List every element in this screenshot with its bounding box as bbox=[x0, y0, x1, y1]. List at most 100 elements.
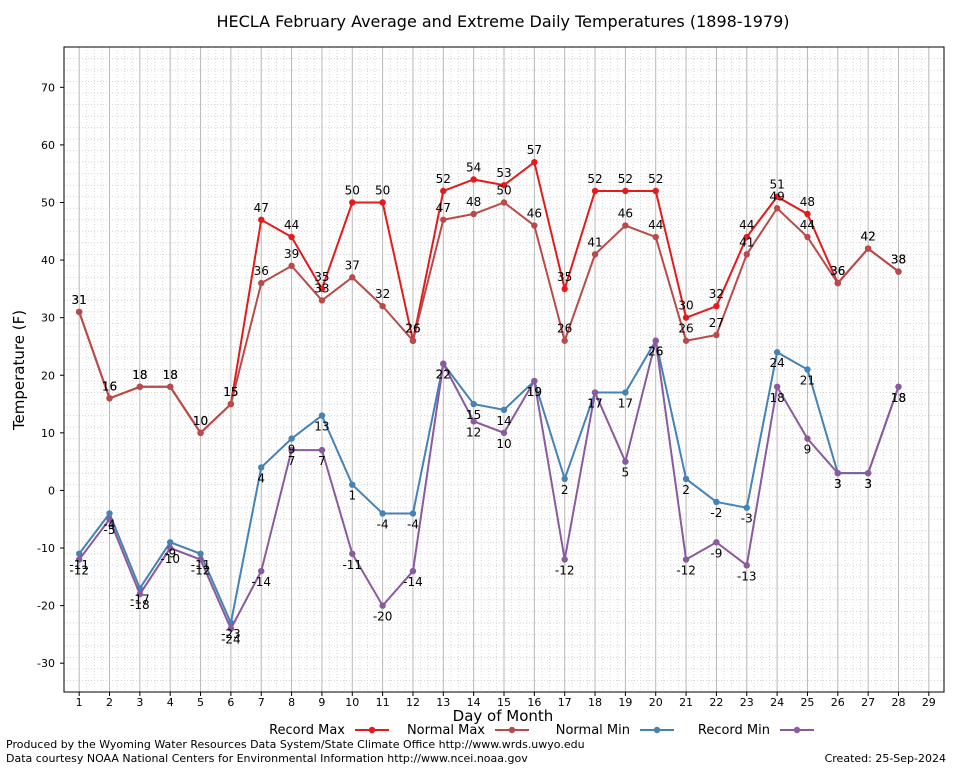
y-tick-label: 0 bbox=[48, 484, 55, 497]
normal-min-line bbox=[78, 337, 900, 627]
normal-min-data-label: 2 bbox=[682, 483, 690, 497]
record-min-data-label: -12 bbox=[555, 564, 575, 578]
record-min-data-label: 7 bbox=[288, 454, 296, 468]
x-tick-label: 23 bbox=[740, 696, 754, 709]
x-tick-label: 6 bbox=[227, 696, 234, 709]
normal-max-data-label: 26 bbox=[405, 322, 420, 336]
record-min-data-label: 3 bbox=[834, 477, 842, 491]
record-max-data-label: 10 bbox=[193, 414, 208, 428]
normal-min-data-label: 24 bbox=[769, 356, 784, 370]
x-tick-label: 26 bbox=[831, 696, 845, 709]
normal-max-point bbox=[349, 274, 356, 281]
normal-max-data-label: 32 bbox=[375, 287, 390, 301]
legend-marker-record-min bbox=[793, 726, 801, 734]
x-tick-label: 25 bbox=[800, 696, 814, 709]
normal-min-point bbox=[773, 349, 781, 356]
record-min-data-label: 7 bbox=[318, 454, 326, 468]
x-tick-label: 19 bbox=[618, 696, 632, 709]
record-min-point bbox=[227, 625, 235, 632]
record-min-point bbox=[500, 429, 508, 437]
record-max-point bbox=[470, 176, 477, 183]
normal-min-point bbox=[106, 510, 113, 517]
record-min-point bbox=[258, 567, 265, 575]
normal-max-data-label: 31 bbox=[72, 293, 87, 307]
record-min-data-label: 19 bbox=[527, 385, 542, 399]
record-min-data-label: -18 bbox=[130, 598, 150, 612]
record-min-point bbox=[531, 377, 538, 385]
normal-max-point bbox=[895, 268, 902, 275]
normal-min-point bbox=[197, 550, 204, 557]
record-max-data-label: 15 bbox=[223, 385, 238, 399]
normal-max-point bbox=[227, 400, 235, 408]
normal-max-point bbox=[440, 216, 447, 223]
normal-max-data-label: 36 bbox=[254, 264, 269, 278]
y-tick-label: 40 bbox=[41, 254, 55, 267]
record-max-data-label: 30 bbox=[678, 299, 693, 313]
record-min-data-label: -12 bbox=[191, 564, 211, 578]
y-axis-label: Temperature (F) bbox=[10, 310, 28, 431]
record-max-point bbox=[591, 187, 599, 195]
normal-max-data-label: 26 bbox=[557, 322, 572, 336]
legend-label-normal-max: Normal Max bbox=[407, 723, 485, 738]
y-tick-label: 50 bbox=[41, 196, 55, 209]
x-tick-label: 20 bbox=[649, 696, 663, 709]
record-min-data-label: 10 bbox=[496, 437, 511, 451]
record-min-data-label: -11 bbox=[342, 558, 362, 572]
x-tick-label: 10 bbox=[345, 696, 359, 709]
x-tick-label: 27 bbox=[861, 696, 875, 709]
record-min-point bbox=[197, 556, 204, 563]
x-tick-label: 29 bbox=[922, 696, 936, 709]
normal-max-point bbox=[470, 210, 477, 218]
normal-max-data-label: 38 bbox=[891, 253, 906, 267]
x-tick-label: 5 bbox=[197, 696, 204, 709]
normal-max-data-label: 41 bbox=[587, 235, 602, 249]
record-min-point bbox=[591, 389, 599, 396]
normal-min-data-label: 18 bbox=[891, 391, 906, 405]
normal-max-point bbox=[773, 205, 781, 212]
normal-max-data-label: 46 bbox=[527, 207, 542, 221]
record-min-point bbox=[834, 469, 841, 477]
normal-max-point bbox=[379, 302, 386, 310]
normal-min-data-label: 13 bbox=[314, 420, 329, 434]
record-max-data-label: 52 bbox=[618, 172, 633, 186]
x-tick-label: 1 bbox=[76, 696, 83, 709]
normal-min-point bbox=[561, 475, 568, 483]
record-max-data-label: 48 bbox=[800, 195, 815, 209]
record-min-data-label: -12 bbox=[69, 564, 89, 578]
normal-min-data-label: -11 bbox=[69, 558, 89, 572]
normal-min-data-label: 2 bbox=[561, 483, 569, 497]
record-min-point bbox=[75, 556, 83, 563]
record-min-data-label: -14 bbox=[403, 575, 423, 589]
record-min-data-label: 26 bbox=[648, 345, 663, 359]
y-tick-label: -30 bbox=[37, 657, 55, 670]
record-max-data-label: 42 bbox=[860, 230, 875, 244]
record-max-data-label: 50 bbox=[345, 183, 360, 197]
record-min-point bbox=[773, 383, 781, 390]
record-min-data-label: -20 bbox=[373, 610, 393, 624]
legend-marker-normal-max bbox=[508, 726, 516, 734]
record-min-data-label: -5 bbox=[104, 523, 116, 537]
record-min-data-label: -24 bbox=[221, 633, 241, 647]
normal-max-data-label: 26 bbox=[678, 322, 693, 336]
record-max-data-label: 38 bbox=[891, 253, 906, 267]
record-max-data-label: 54 bbox=[466, 160, 481, 174]
legend-label-record-max: Record Max bbox=[269, 723, 345, 738]
record-max-point bbox=[318, 285, 326, 293]
x-tick-label: 8 bbox=[288, 696, 295, 709]
normal-min-data-label: -17 bbox=[130, 592, 150, 606]
normal-max-data-label: 50 bbox=[496, 183, 511, 197]
x-tick-label: 22 bbox=[709, 696, 723, 709]
record-min-point bbox=[379, 602, 386, 609]
x-tick-label: 18 bbox=[588, 696, 602, 709]
normal-max-data-label: 46 bbox=[618, 207, 633, 221]
x-tick-label: 24 bbox=[770, 696, 784, 709]
normal-max-point bbox=[713, 331, 720, 339]
normal-max-point bbox=[409, 337, 417, 344]
normal-min-point bbox=[349, 481, 356, 488]
normal-min-point bbox=[804, 366, 811, 373]
record-max-point bbox=[440, 187, 447, 195]
record-min-data-label: 3 bbox=[864, 477, 872, 491]
normal-max-point bbox=[561, 337, 568, 344]
normal-min-data-label: 17 bbox=[587, 397, 602, 411]
